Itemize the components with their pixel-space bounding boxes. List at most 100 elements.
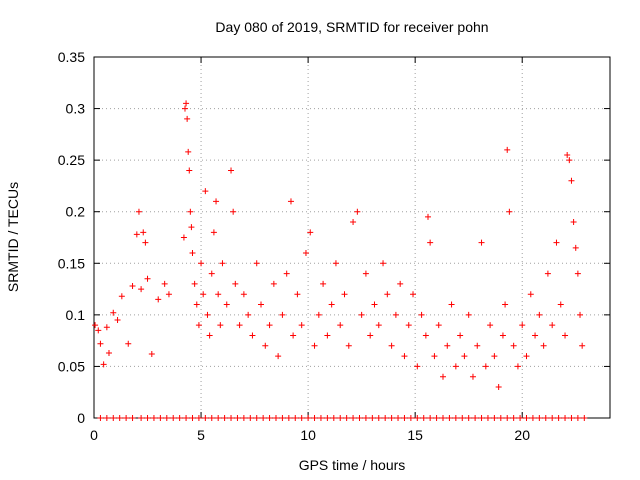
data-point — [204, 311, 211, 318]
data-point — [287, 198, 294, 205]
data-point — [371, 301, 378, 308]
data-point — [350, 415, 357, 421]
data-point — [341, 291, 348, 298]
data-point — [262, 342, 269, 349]
data-point — [523, 415, 530, 421]
data-point — [354, 208, 361, 215]
y-tick-label: 0.25 — [58, 152, 85, 168]
data-point — [240, 415, 247, 421]
data-point — [103, 324, 110, 331]
data-point — [532, 332, 539, 339]
data-point — [260, 415, 267, 421]
data-point — [369, 415, 376, 421]
data-point — [118, 293, 125, 300]
data-point — [133, 231, 140, 238]
data-point — [161, 280, 168, 287]
data-point — [418, 311, 425, 318]
data-point — [184, 115, 191, 122]
data-point — [491, 353, 498, 360]
data-point — [579, 342, 586, 349]
data-point — [425, 213, 432, 220]
data-point — [562, 415, 569, 421]
data-point — [484, 415, 491, 421]
data-point — [574, 415, 581, 421]
data-point — [517, 415, 524, 421]
data-point — [332, 260, 339, 267]
data-point — [562, 332, 569, 339]
data-point — [317, 415, 324, 421]
data-point — [510, 415, 517, 421]
data-point — [202, 415, 209, 421]
data-point — [245, 311, 252, 318]
data-point — [549, 322, 556, 329]
data-point — [459, 415, 466, 421]
data-point — [195, 322, 202, 329]
y-tick-labels: 0 0.05 0.1 0.15 0.2 0.25 0.3 0.35 — [58, 49, 85, 426]
data-point — [452, 363, 459, 370]
x-tick-label: 20 — [514, 427, 530, 443]
data-point — [247, 415, 254, 421]
data-point — [474, 342, 481, 349]
data-point — [431, 353, 438, 360]
data-point — [213, 198, 220, 205]
data-point — [572, 244, 579, 251]
data-point — [240, 291, 247, 298]
data-point — [272, 415, 279, 421]
y-tick-label: 0 — [77, 410, 85, 426]
x-tick-labels: 0 5 10 15 20 — [90, 427, 530, 443]
data-point — [206, 332, 213, 339]
data-point — [529, 415, 536, 421]
data-point — [497, 415, 504, 421]
data-point — [568, 415, 575, 421]
data-point — [384, 291, 391, 298]
y-tick-label: 0.2 — [66, 204, 86, 220]
data-point — [320, 280, 327, 287]
data-point — [219, 260, 226, 267]
data-point — [553, 239, 560, 246]
data-point — [188, 224, 195, 231]
data-point — [95, 327, 102, 334]
data-point — [420, 415, 427, 421]
data-point — [540, 342, 547, 349]
data-point — [176, 415, 183, 421]
data-point — [135, 208, 142, 215]
data-point — [100, 361, 107, 368]
data-point — [290, 332, 297, 339]
data-point — [186, 167, 193, 174]
data-point — [181, 105, 188, 112]
data-point — [407, 415, 414, 421]
data-point — [307, 229, 314, 236]
data-point — [208, 415, 215, 421]
data-point — [499, 332, 506, 339]
data-point — [461, 353, 468, 360]
data-point — [549, 415, 556, 421]
data-point — [502, 301, 509, 308]
data-point — [228, 167, 235, 174]
data-point — [328, 301, 335, 308]
data-point — [446, 415, 453, 421]
data-point — [439, 373, 446, 380]
data-point — [395, 415, 402, 421]
data-point — [401, 353, 408, 360]
data-point — [302, 249, 309, 256]
data-point — [105, 350, 112, 357]
data-point — [392, 311, 399, 318]
data-point — [193, 301, 200, 308]
y-tick-label: 0.1 — [66, 307, 86, 323]
data-point — [482, 363, 489, 370]
data-point — [472, 415, 479, 421]
data-point — [270, 280, 277, 287]
data-point — [187, 208, 194, 215]
data-point — [217, 322, 224, 329]
data-point — [388, 415, 395, 421]
data-point — [324, 332, 331, 339]
data-point — [444, 342, 451, 349]
data-point — [427, 239, 434, 246]
data-point — [198, 260, 205, 267]
data-point — [544, 270, 551, 277]
data-point — [200, 291, 207, 298]
data-point — [279, 415, 286, 421]
data-point — [405, 322, 412, 329]
data-point — [487, 322, 494, 329]
data-point — [266, 415, 273, 421]
